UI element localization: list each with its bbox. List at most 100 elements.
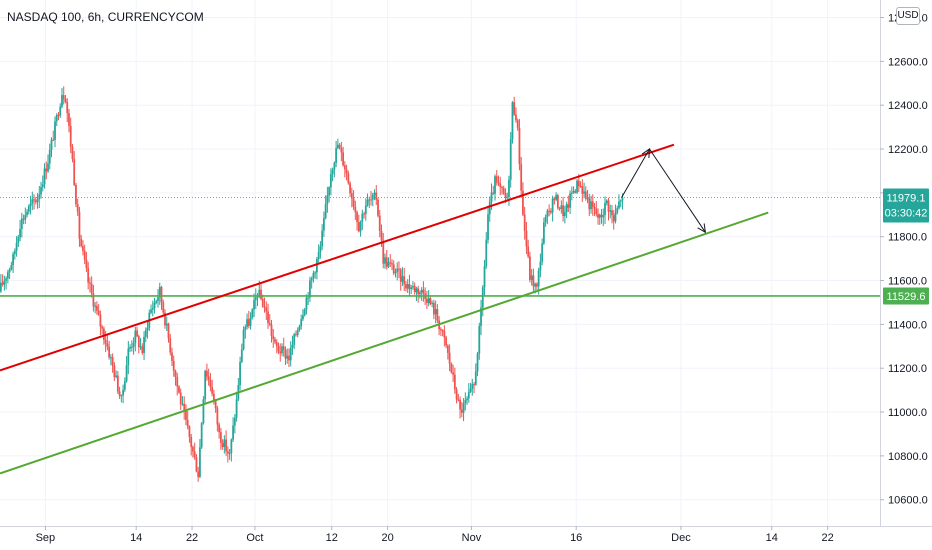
candle-body [593, 206, 596, 209]
candle-body [445, 337, 448, 346]
candle-body [310, 278, 313, 281]
candle-body [460, 409, 463, 413]
candle-body [291, 344, 294, 348]
candle-body [223, 439, 226, 448]
candle-body [363, 213, 365, 215]
candle-body [413, 286, 416, 293]
candle-body [412, 286, 414, 288]
candle-body [349, 183, 351, 194]
candle-body [549, 210, 552, 213]
candle-body [618, 201, 620, 209]
candle-body [263, 306, 266, 308]
candle-body [164, 312, 166, 326]
candle-body [50, 139, 53, 150]
candle-body [406, 284, 409, 289]
candle-body [169, 338, 172, 353]
candle-body [120, 395, 123, 397]
candle-body [487, 214, 489, 240]
candle-body [576, 180, 578, 193]
candle-body [373, 192, 376, 195]
candle-body [309, 280, 311, 298]
candle-body [598, 214, 601, 218]
candle-body [31, 199, 34, 204]
candle-body [329, 174, 332, 188]
grid-lines [0, 0, 880, 526]
candle-body [319, 246, 322, 252]
candle-body [417, 288, 420, 295]
candle-body [427, 298, 430, 303]
candle-body [62, 95, 65, 99]
candle-body [162, 302, 165, 313]
candle-body [448, 352, 451, 364]
candle-body [282, 346, 285, 350]
price-axis[interactable]: 10600.0 10800.0 11000.0 11200.0 11400.0 11600… [880, 0, 928, 526]
candle-body [366, 199, 369, 206]
candle-body [211, 386, 214, 394]
candle-body [392, 264, 395, 274]
candle-body [562, 205, 564, 217]
candle-body [492, 192, 495, 194]
candle-body [202, 399, 205, 424]
candle-body [197, 471, 200, 477]
resistance-trendline[interactable] [0, 143, 675, 372]
candle-body [345, 169, 348, 174]
candle-body [490, 192, 493, 202]
candle-body [221, 442, 224, 448]
candle-body [446, 345, 449, 353]
candle-body [541, 243, 544, 262]
support-trendline[interactable] [0, 211, 769, 475]
candle-body [464, 400, 467, 404]
candle-body [90, 283, 93, 294]
candle-body [579, 186, 582, 188]
candle-body [73, 158, 76, 185]
candle-body [600, 214, 603, 218]
candle-body [539, 261, 542, 271]
candle-body [181, 403, 184, 405]
candle-body [66, 102, 69, 114]
candle-body [76, 204, 79, 212]
time-axis[interactable]: Sep 14 22 Oct 12 20 Nov 16 Dec 14 22 [0, 526, 932, 544]
candle-body [483, 266, 486, 288]
arrow-head [697, 223, 707, 234]
candle-body [452, 372, 454, 375]
candle-body [605, 200, 608, 204]
candle-body [485, 239, 488, 267]
candle-body [312, 273, 315, 279]
candle-body [214, 400, 217, 409]
candle-body [29, 203, 32, 206]
projection-arrow[interactable] [621, 148, 707, 234]
candle-body [288, 355, 290, 361]
candle-body [94, 305, 97, 307]
candle-body [429, 298, 432, 304]
candle-body [335, 148, 338, 163]
candle-body [453, 374, 456, 390]
candle-body [462, 403, 465, 413]
candle-body [529, 256, 531, 280]
candle-body [122, 389, 124, 396]
candle-body [270, 324, 273, 336]
candle-body [254, 297, 257, 301]
candle-body [225, 439, 228, 452]
candle-body [584, 191, 587, 199]
candle-body [441, 330, 444, 332]
candle-body [361, 213, 364, 222]
candle-body [612, 215, 615, 222]
candle-body [143, 336, 145, 354]
candle-body [200, 423, 203, 448]
candle-body [525, 230, 528, 247]
candle-body [13, 250, 16, 255]
candlesticks [0, 86, 624, 482]
candle-body [410, 287, 413, 290]
candle-body [102, 328, 105, 340]
candle-body [165, 323, 168, 326]
candle-body [577, 180, 580, 187]
candle-body [375, 192, 378, 200]
candle-body [357, 222, 360, 232]
candle-body [326, 195, 329, 205]
candle-body [193, 451, 196, 458]
candle-body [8, 269, 11, 273]
candle-body [33, 199, 35, 201]
currency-button[interactable]: USD [896, 7, 920, 25]
candle-body [118, 391, 121, 396]
